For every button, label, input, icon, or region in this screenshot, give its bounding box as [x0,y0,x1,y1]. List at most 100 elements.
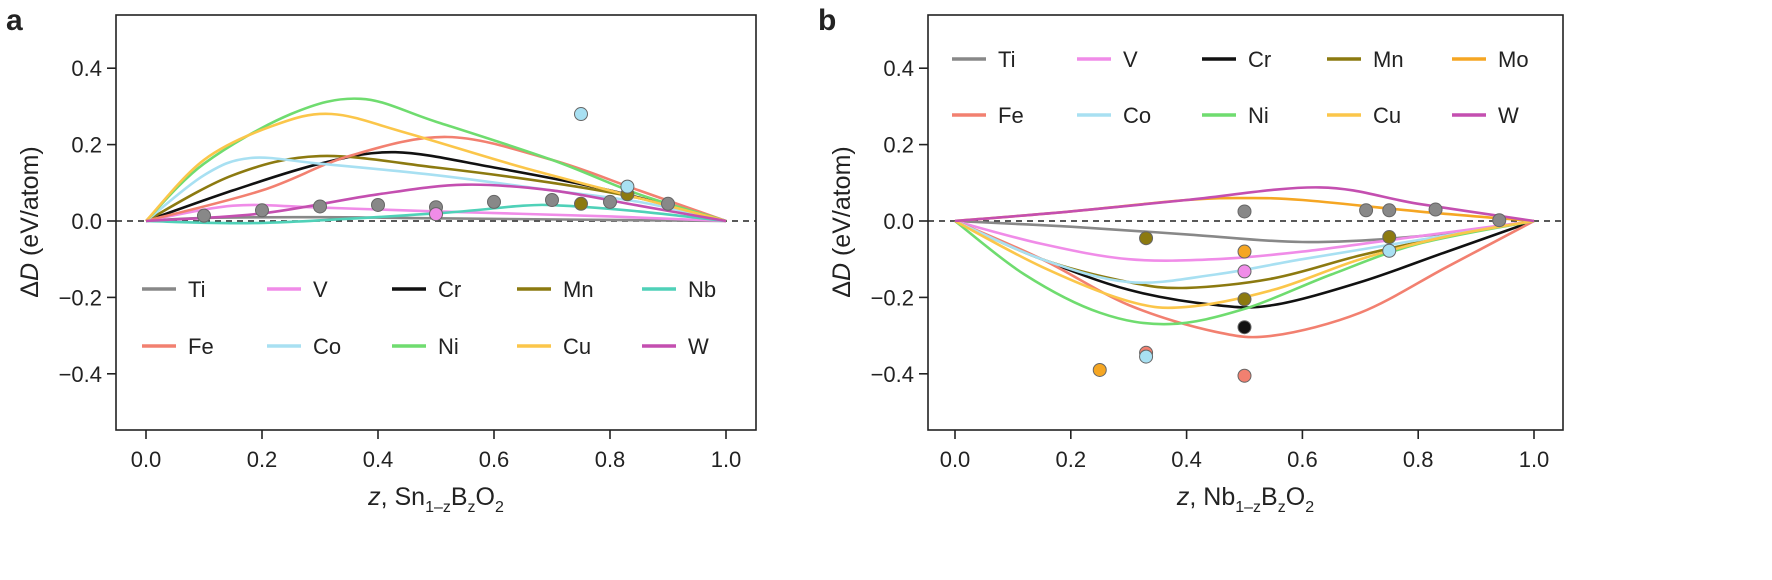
x-tick-label: 0.8 [1403,447,1434,472]
panel-a: a −0.4 −0.2 0.0 0.2 0.4 0.0 0.2 0.4 0.6 0.8 1.0 Ti V C… [6,4,757,516]
data-point [1237,204,1252,219]
y-tick-label: −0.4 [59,362,102,387]
legend-label-ni: Ni [438,334,459,359]
x-axis-label-part: 2 [1305,499,1314,516]
legend-label-mo: Mo [1498,47,1529,72]
x-axis-label-part: 2 [495,499,504,516]
series-line-co [145,156,727,223]
data-point [1492,213,1507,228]
data-point [487,194,501,209]
x-axis-var: z [367,483,381,511]
legend-label-ni: Ni [1248,103,1269,128]
x-axis-label-part: , Nb [1189,483,1235,511]
series-line-v [145,203,727,223]
y-axis-label: ΔD (eV/atom) [828,146,856,297]
x-axis-label-part: O [476,483,495,511]
data-point [1359,203,1374,218]
legend-label-co: Co [1123,103,1151,128]
plot-frame [115,14,757,431]
x-tick-label: 0.0 [131,447,162,472]
legend-label-w: W [688,334,709,359]
y-tick-label: 0.2 [883,133,914,158]
legend-label-v: V [313,277,328,302]
legend-label-cu: Cu [1373,103,1401,128]
panel-label: a [6,4,23,37]
data-point [313,199,327,214]
y-tick-label: 0.4 [883,56,914,81]
legend-label-ti: Ti [998,47,1016,72]
data-point [429,207,443,222]
y-axis-delta: Δ [828,281,856,298]
y-tick-label: −0.2 [871,285,914,310]
data-point [1237,292,1252,307]
x-axis-label-part: z [468,499,476,516]
data-point [661,196,675,211]
y-tick-label: 0.2 [71,133,102,158]
data-point [603,194,617,209]
legend-label-w: W [1498,103,1519,128]
x-tick-label: 0.0 [940,447,971,472]
x-tick-label: 0.2 [247,447,278,472]
legend-label-fe: Fe [998,103,1024,128]
x-tick-label: 1.0 [1519,447,1550,472]
series-line-fe [145,135,727,223]
legend-label-mn: Mn [1373,47,1404,72]
data-point [574,196,588,211]
data-point [1382,243,1397,258]
data-point [1139,231,1154,246]
data-point [1428,202,1443,217]
x-tick-label: 1.0 [711,447,742,472]
y-tick-label: 0.0 [71,209,102,234]
x-tick-label: 0.8 [595,447,626,472]
series-line-co [954,219,1535,284]
series-line-cu [954,219,1535,310]
y-axis-var: D [16,263,44,281]
legend-label-cr: Cr [1248,47,1271,72]
data-point [255,203,269,218]
x-axis-label-part: B [1261,483,1278,511]
legend-label-cr: Cr [438,277,461,302]
x-tick-label: 0.4 [1171,447,1202,472]
panel-label: b [818,4,836,37]
y-axis-var: D [828,263,856,281]
y-axis-unit: (eV/atom) [828,146,856,263]
data-point [1237,320,1252,335]
panel-b: b −0.4 −0.2 0.0 0.2 0.4 0.0 0.2 0.4 0.6 0.8 1.0 Ti V C… [818,4,1564,516]
data-point [197,208,211,223]
x-tick-label: 0.6 [1287,447,1318,472]
legend-label-ti: Ti [188,277,206,302]
legend-label-nb: Nb [688,277,716,302]
data-point [1237,244,1252,259]
plot-frame [927,14,1564,431]
x-axis-label-part: 1–z [1235,499,1261,516]
x-tick-label: 0.2 [1056,447,1087,472]
y-tick-label: 0.4 [71,56,102,81]
x-axis-label-part: B [451,483,468,511]
series-line-v [954,219,1535,262]
y-tick-label: 0.0 [883,209,914,234]
data-point [620,179,635,194]
x-tick-label: 0.4 [363,447,394,472]
data-point [1237,264,1252,279]
y-axis-label: ΔD (eV/atom) [16,146,44,297]
legend-label-v: V [1123,47,1138,72]
legend-label-cu: Cu [563,334,591,359]
y-tick-label: −0.4 [871,362,914,387]
series-line-w [954,186,1535,223]
legend: Ti V Cr Mn Nb Fe Co Ni Cu W [142,277,716,359]
data-point [1092,362,1107,377]
data-point [371,197,385,212]
legend-label-mn: Mn [563,277,594,302]
x-tick-label: 0.6 [479,447,510,472]
series-line-nb [145,203,727,225]
x-axis-label: z, Nb1–zBzO2 [1176,483,1314,516]
data-point [1237,368,1252,383]
data-point [574,107,588,122]
data-point [1382,230,1397,245]
data-point [1382,203,1397,218]
x-axis-label-part: O [1286,483,1305,511]
y-axis-delta: Δ [16,281,44,298]
data-point [545,192,559,207]
legend-label-co: Co [313,334,341,359]
